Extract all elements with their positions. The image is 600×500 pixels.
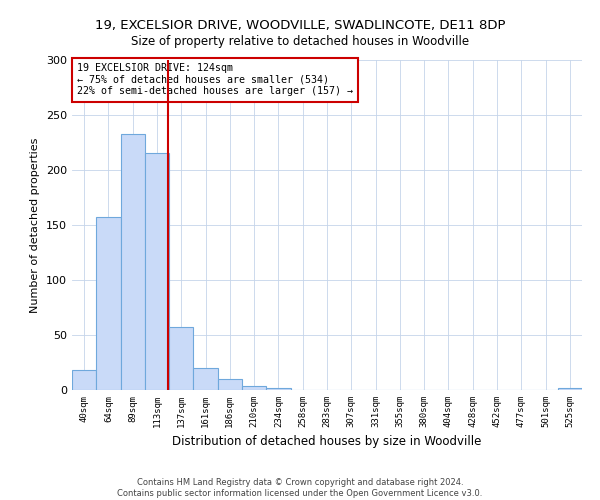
- Bar: [242, 386, 266, 390]
- X-axis label: Distribution of detached houses by size in Woodville: Distribution of detached houses by size …: [172, 436, 482, 448]
- Bar: [121, 134, 145, 390]
- Text: Size of property relative to detached houses in Woodville: Size of property relative to detached ho…: [131, 34, 469, 48]
- Bar: [145, 154, 169, 390]
- Bar: [72, 370, 96, 390]
- Bar: [266, 388, 290, 390]
- Text: 19, EXCELSIOR DRIVE, WOODVILLE, SWADLINCOTE, DE11 8DP: 19, EXCELSIOR DRIVE, WOODVILLE, SWADLINC…: [95, 20, 505, 32]
- Text: Contains HM Land Registry data © Crown copyright and database right 2024.
Contai: Contains HM Land Registry data © Crown c…: [118, 478, 482, 498]
- Text: 19 EXCELSIOR DRIVE: 124sqm
← 75% of detached houses are smaller (534)
22% of sem: 19 EXCELSIOR DRIVE: 124sqm ← 75% of deta…: [77, 64, 353, 96]
- Bar: [193, 368, 218, 390]
- Y-axis label: Number of detached properties: Number of detached properties: [31, 138, 40, 312]
- Bar: [169, 328, 193, 390]
- Bar: [558, 388, 582, 390]
- Bar: [218, 379, 242, 390]
- Bar: [96, 218, 121, 390]
